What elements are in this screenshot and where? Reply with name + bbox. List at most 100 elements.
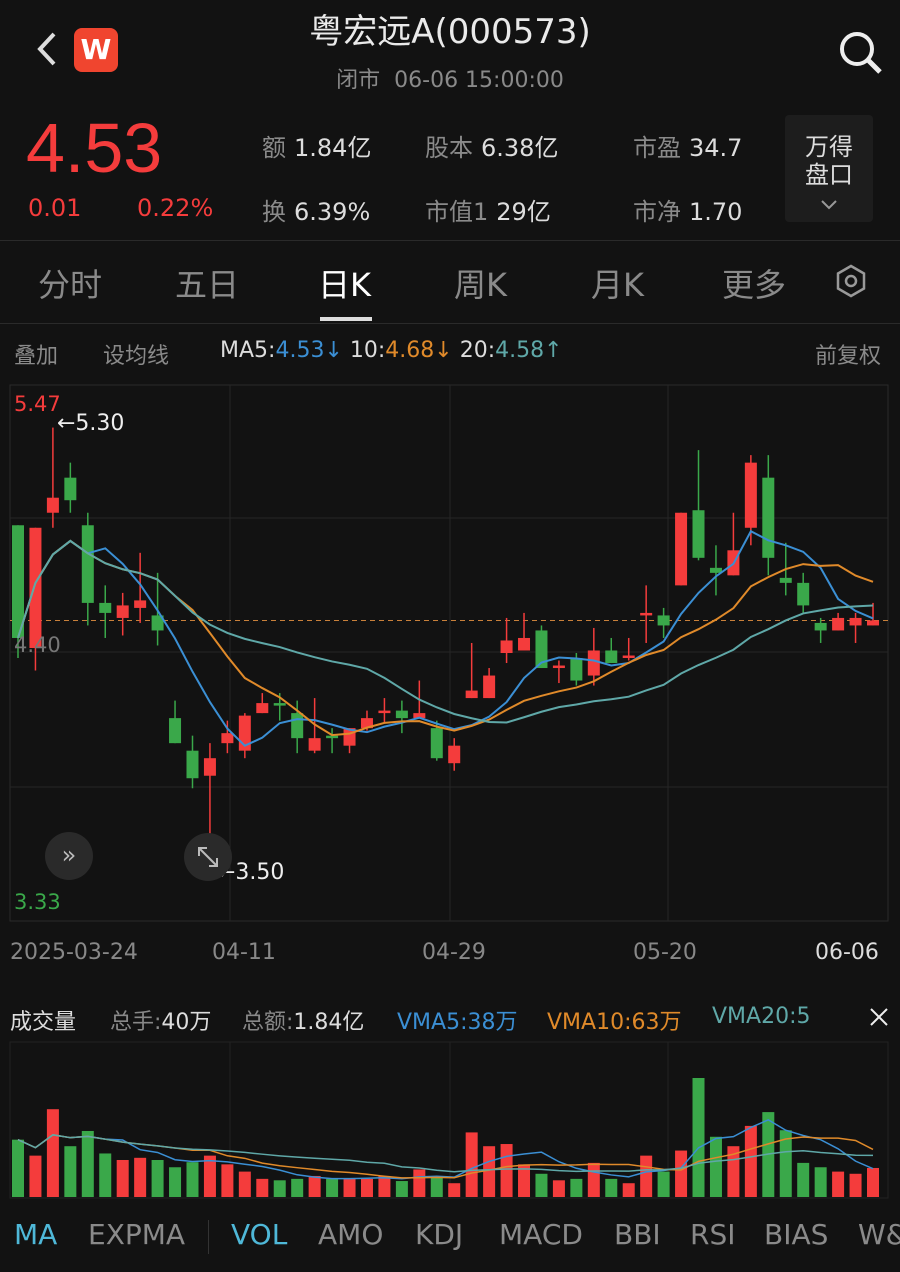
pankou-label-1: 万得 xyxy=(805,133,853,161)
volume-bar xyxy=(709,1136,722,1197)
candle-body xyxy=(483,675,496,699)
volume-bar xyxy=(99,1153,112,1197)
indicator-amo[interactable]: AMO xyxy=(318,1218,384,1251)
candle-body xyxy=(291,713,304,739)
volume-bar xyxy=(343,1178,356,1197)
volume-bar xyxy=(587,1162,600,1197)
tab-daily-k[interactable]: 日K xyxy=(318,266,371,304)
indicator-ma[interactable]: MA xyxy=(14,1218,58,1251)
volume-bar xyxy=(413,1169,426,1197)
volume-bar xyxy=(186,1162,199,1197)
tab-weekly-k[interactable]: 周K xyxy=(454,266,507,304)
candle-body xyxy=(151,615,164,631)
tab-more[interactable]: 更多 xyxy=(722,266,787,304)
volume-bar xyxy=(291,1178,304,1197)
indicator-bbi[interactable]: BBI xyxy=(614,1218,661,1251)
set-ma-button[interactable]: 设均线 xyxy=(103,344,170,369)
tab-intraday[interactable]: 分时 xyxy=(38,266,103,304)
vma20-value: VMA20:5 xyxy=(712,1004,811,1029)
settings-button[interactable] xyxy=(834,264,868,302)
tab-monthly-k[interactable]: 月K xyxy=(591,266,644,304)
volume-bar xyxy=(64,1146,77,1197)
high-annotation: ←5.30 xyxy=(57,411,125,436)
volume-bar xyxy=(238,1171,251,1197)
y-max-label: 5.47 xyxy=(14,392,61,416)
volume-bar xyxy=(832,1171,845,1197)
candle-body xyxy=(832,617,845,631)
volume-bar xyxy=(256,1178,269,1197)
total-hands: 总手:40万 xyxy=(110,1010,212,1035)
volume-bar xyxy=(221,1164,234,1197)
volume-bar xyxy=(483,1146,496,1197)
volume-frame xyxy=(9,1041,889,1199)
indicator-more[interactable]: W& xyxy=(858,1218,900,1251)
candle-body xyxy=(273,703,286,706)
search-icon xyxy=(840,32,882,74)
indicator-bias[interactable]: BIAS xyxy=(764,1218,829,1251)
y-min-label: 3.33 xyxy=(14,890,61,914)
candle-body xyxy=(640,612,653,616)
volume-title: 成交量 xyxy=(10,1010,77,1035)
volume-bar xyxy=(814,1167,827,1197)
candle-body xyxy=(395,710,408,719)
stat-pb: 市净 1.70 xyxy=(633,198,743,226)
volume-bar xyxy=(360,1178,373,1197)
candle-body xyxy=(779,577,792,583)
volume-bar xyxy=(151,1159,164,1197)
candle-body xyxy=(99,602,112,613)
divider xyxy=(0,323,900,324)
candle-body xyxy=(500,640,513,653)
market-status: 闭市 06-06 15:00:00 xyxy=(0,62,900,94)
chevron-down-icon xyxy=(821,200,837,210)
volume-bar xyxy=(675,1150,688,1197)
volume-bar xyxy=(552,1180,565,1197)
search-button[interactable] xyxy=(836,28,884,76)
x-tick-label: 2025-03-24 xyxy=(10,940,138,965)
volume-bar xyxy=(46,1109,59,1197)
active-tab-indicator xyxy=(320,317,372,321)
tab-five-day[interactable]: 五日 xyxy=(175,266,240,304)
wind-pankou-button[interactable]: 万得 盘口 xyxy=(785,115,873,222)
back-button[interactable] xyxy=(28,26,68,72)
volume-bar xyxy=(657,1171,670,1197)
candle-body xyxy=(552,665,565,669)
volume-bar xyxy=(465,1132,478,1197)
candle-body xyxy=(116,605,129,618)
volume-bar xyxy=(378,1175,391,1197)
chevron-left-icon xyxy=(37,32,56,66)
volume-bar xyxy=(29,1155,42,1197)
indicator-vol[interactable]: VOL xyxy=(231,1218,288,1251)
x-tick-label: 06-06 xyxy=(815,940,879,965)
candle-body xyxy=(744,462,757,528)
price-change: 0.01 xyxy=(28,194,82,222)
candle-body xyxy=(256,703,269,714)
wind-logo[interactable]: W xyxy=(74,28,118,72)
candle-body xyxy=(605,650,618,664)
candle-body xyxy=(518,637,531,651)
candle-body xyxy=(587,650,600,676)
candle-body xyxy=(221,733,234,744)
close-volume-button[interactable] xyxy=(868,1006,890,1032)
volume-bar xyxy=(395,1181,408,1197)
expand-sidebar-button[interactable]: » xyxy=(45,832,93,880)
indicator-rsi[interactable]: RSI xyxy=(690,1218,736,1251)
indicator-kdj[interactable]: KDJ xyxy=(415,1218,464,1251)
price-change-pct: 0.22% xyxy=(137,194,214,222)
stat-pe: 市盈 34.7 xyxy=(633,134,743,162)
indicator-macd[interactable]: MACD xyxy=(499,1218,583,1251)
vma5-value: VMA5:38万 xyxy=(397,1010,518,1035)
adjust-mode-button[interactable]: 前复权 xyxy=(815,344,882,369)
volume-bar xyxy=(779,1130,792,1197)
indicator-expma[interactable]: EXPMA xyxy=(88,1218,186,1251)
candle-body xyxy=(430,728,443,759)
x-tick-label: 05-20 xyxy=(633,940,697,965)
volume-bar xyxy=(273,1180,286,1197)
volume-bar xyxy=(116,1159,129,1197)
overlay-button[interactable]: 叠加 xyxy=(14,344,59,369)
stat-amount: 额 1.84亿 xyxy=(262,134,372,162)
volume-bar xyxy=(849,1173,862,1197)
fullscreen-button[interactable] xyxy=(184,833,232,881)
hexagon-settings-icon xyxy=(836,264,866,298)
volume-bar xyxy=(308,1175,321,1197)
